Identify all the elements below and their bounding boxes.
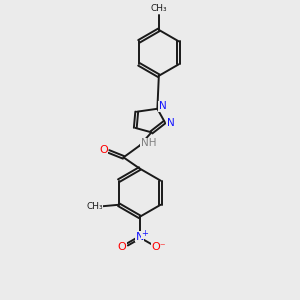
Text: O⁻: O⁻ (151, 242, 166, 252)
Text: N: N (159, 101, 167, 111)
Text: CH₃: CH₃ (151, 4, 167, 13)
Text: CH₃: CH₃ (86, 202, 103, 211)
Text: O: O (118, 242, 126, 253)
Text: NH: NH (141, 138, 156, 148)
Text: +: + (142, 229, 148, 238)
Text: N: N (136, 232, 144, 242)
Text: O: O (99, 145, 108, 155)
Text: N: N (167, 118, 175, 128)
